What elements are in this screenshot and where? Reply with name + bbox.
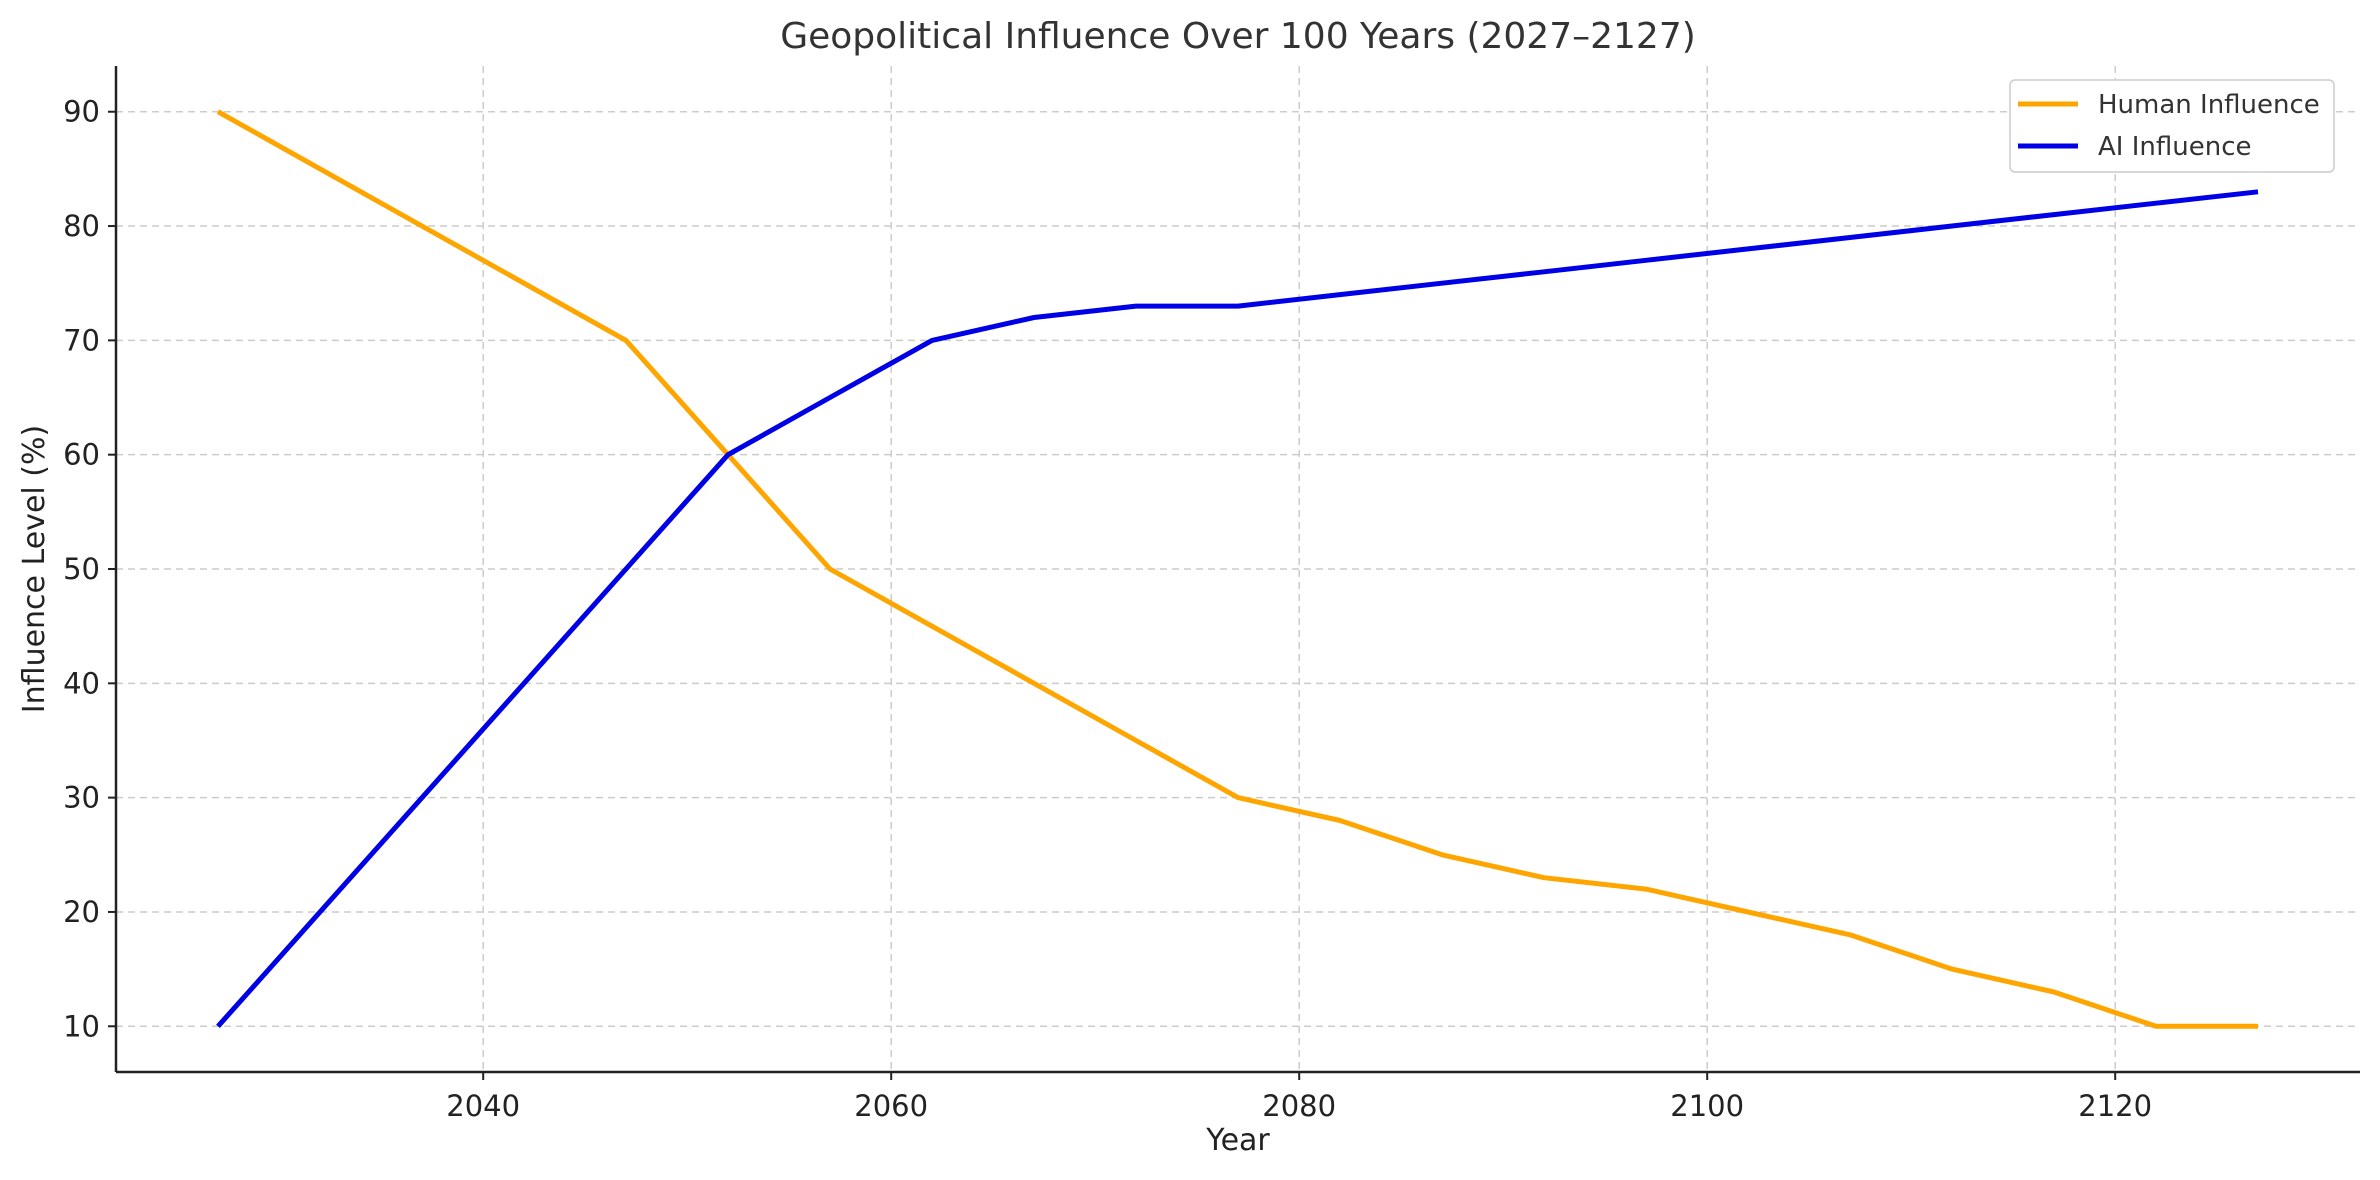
y-tick-label-10: 10 [63, 1009, 100, 1043]
chart-title: Geopolitical Influence Over 100 Years (2… [780, 16, 1696, 57]
y-axis-label: Influence Level (%) [17, 425, 52, 713]
grid-lines [116, 66, 2360, 1072]
y-tick-label-60: 60 [63, 438, 100, 472]
y-tick-label-80: 80 [63, 209, 100, 243]
y-tick-label-50: 50 [63, 552, 100, 586]
x-axis-label: Year [1205, 1123, 1270, 1158]
legend-label-ai-influence: AI Influence [2098, 132, 2252, 162]
legend-box [2009, 79, 2335, 173]
x-tick-label-2080: 2080 [1262, 1089, 1336, 1123]
legend: Human Influence AI Influence [2009, 79, 2335, 173]
x-tick-label-2040: 2040 [446, 1089, 520, 1123]
x-axis-ticks: 2040 2060 2080 2100 2120 [446, 1072, 2152, 1123]
y-tick-label-30: 30 [63, 781, 100, 815]
series-line-human-influence [216, 109, 2258, 1029]
y-tick-label-90: 90 [63, 95, 100, 129]
series-line-ai-influence [216, 189, 2259, 1028]
x-tick-label-2120: 2120 [2078, 1089, 2152, 1123]
legend-label-human-influence: Human Influence [2098, 90, 2320, 120]
y-tick-label-70: 70 [63, 323, 100, 357]
y-tick-label-20: 20 [63, 895, 100, 929]
y-axis-ticks: 10 20 30 40 50 60 70 80 90 [63, 95, 116, 1043]
x-tick-label-2060: 2060 [854, 1089, 928, 1123]
y-tick-label-40: 40 [63, 666, 100, 700]
x-tick-label-2100: 2100 [1670, 1089, 1744, 1123]
series-lines [216, 109, 2259, 1029]
